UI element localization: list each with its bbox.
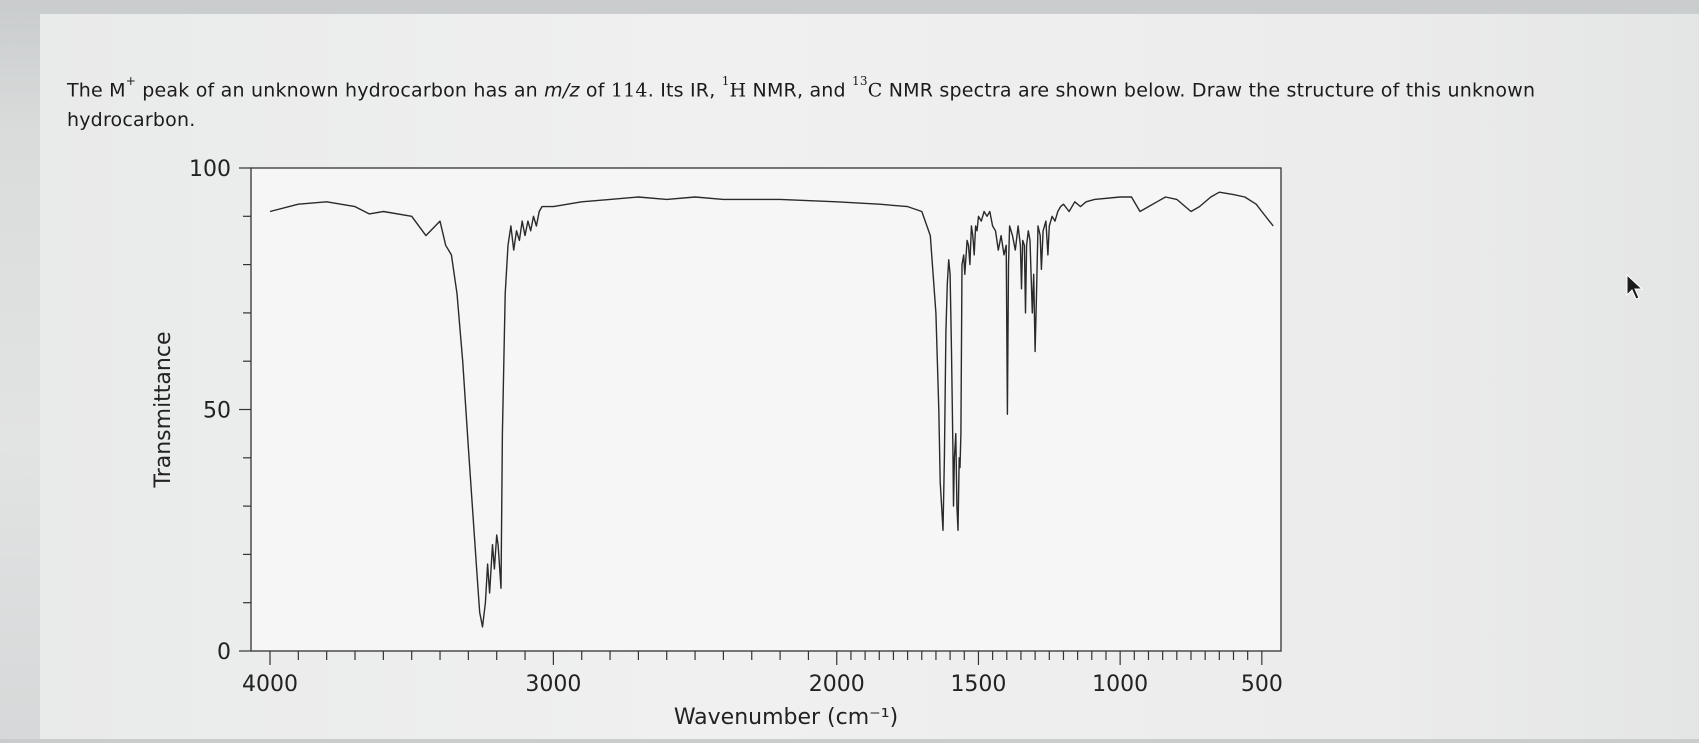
question-part5: NMR, and <box>746 79 853 102</box>
x-tick-label: 1000 <box>1092 672 1148 697</box>
x-tick-label: 3000 <box>525 672 581 697</box>
c-label: C <box>867 79 883 102</box>
x-tick-label: 2000 <box>809 672 865 697</box>
y-tick-label: 100 <box>189 157 231 182</box>
y-tick-label: 50 <box>203 399 231 424</box>
x-tick-label: 500 <box>1241 672 1283 697</box>
question-part6: NMR spectra are shown below. Draw the st… <box>67 79 1536 132</box>
x-tick-label: 4000 <box>242 672 298 697</box>
question-part4: . Its IR, <box>647 79 722 102</box>
mplus-superscript: + <box>125 74 137 88</box>
x-axis-label: Wavenumber (cm⁻¹) <box>674 705 898 730</box>
h-label: H <box>729 79 747 102</box>
x-tick-label: 1500 <box>950 672 1006 697</box>
axis-ticks: 0 50 100 4000 3000 2000 1500 1000 500 <box>189 157 1283 697</box>
plot-frame <box>250 167 1282 652</box>
mouse-pointer-icon <box>1625 273 1647 305</box>
mz-italic: m/z <box>544 79 580 102</box>
y-tick-label: 0 <box>217 640 231 665</box>
question-part1: The M <box>67 79 126 102</box>
question-text: The M+ peak of an unknown hydrocarbon ha… <box>67 70 1667 135</box>
question-part3: of <box>579 79 611 102</box>
spectrum-line <box>269 191 1274 628</box>
y-axis-label: Transmittance <box>151 332 176 489</box>
h-superscript: 1 <box>721 74 730 88</box>
c-superscript: 13 <box>852 74 868 88</box>
question-part2: peak of an unknown hydrocarbon has an <box>136 79 545 102</box>
mass-value: 114 <box>610 79 648 102</box>
